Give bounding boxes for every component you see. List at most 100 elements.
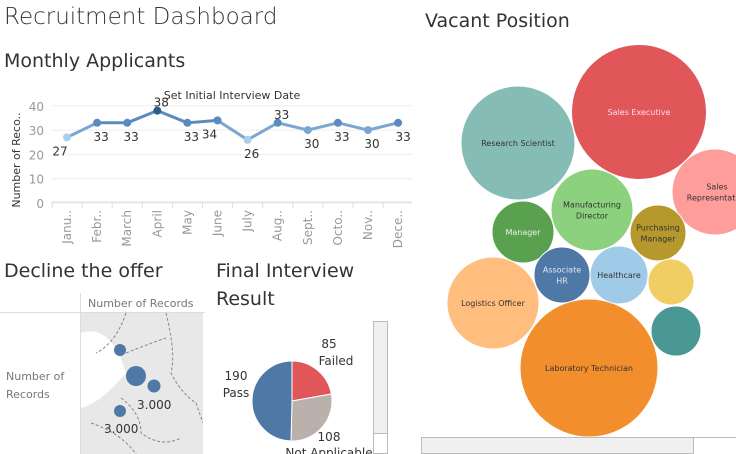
pie-slice-pass[interactable] <box>251 360 293 442</box>
bubble-label: Director <box>576 212 609 221</box>
x-tick-label: July <box>241 210 255 233</box>
data-point[interactable] <box>123 118 132 127</box>
final-result-pie: 85 Failed 190 Pass 108 Not Applicable <box>223 337 373 454</box>
bubble-label: Manufacturing <box>563 201 621 210</box>
bubble-label: Representative <box>687 194 736 203</box>
map-dot[interactable] <box>147 379 161 393</box>
line-segment <box>66 121 98 139</box>
bubble[interactable] <box>650 305 702 357</box>
y-tick-label: 20 <box>29 148 44 162</box>
map-header-divider <box>0 312 205 313</box>
line-segment <box>337 121 369 132</box>
data-point[interactable] <box>183 118 192 127</box>
bubble[interactable] <box>589 245 649 305</box>
map-label: 3.000 <box>104 422 138 436</box>
monthly-applicants-title: Monthly Applicants <box>4 50 186 72</box>
pie-slice-failed[interactable] <box>291 360 332 402</box>
bubble[interactable] <box>550 168 634 252</box>
bubble-label: Sales Executive <box>608 108 671 117</box>
data-point[interactable] <box>63 133 71 142</box>
line-segment <box>246 121 279 142</box>
map-dot[interactable] <box>114 344 126 356</box>
data-label: 30 <box>304 137 319 151</box>
scrollbar-thumb[interactable] <box>374 322 387 434</box>
map-row-divider <box>80 293 81 454</box>
data-label: 33 <box>274 108 289 122</box>
bottom-scroll-area[interactable] <box>421 437 694 454</box>
data-point[interactable] <box>153 106 162 115</box>
x-tick-label: Dece.. <box>391 210 405 248</box>
y-tick-label: 10 <box>29 173 44 187</box>
monthly-line-chart: Set Initial Interview Date Number of Rec… <box>10 89 412 248</box>
bubble[interactable] <box>647 258 695 306</box>
pie-slice-not-applicable[interactable] <box>290 393 333 442</box>
bubble-label: Logistics Officer <box>461 299 526 308</box>
data-label: 30 <box>364 137 379 151</box>
data-point[interactable] <box>243 135 252 144</box>
x-tick-label: Octo.. <box>331 210 345 246</box>
x-tick-label: Aug.. <box>271 210 285 241</box>
pie-label-pass-value: 190 <box>225 369 248 383</box>
data-point[interactable] <box>213 116 222 125</box>
map-dot[interactable] <box>114 405 126 417</box>
final-interview-title-2: Result <box>216 288 275 310</box>
x-tick-label: May <box>180 210 194 235</box>
map-dot[interactable] <box>126 366 146 386</box>
bubble[interactable] <box>629 204 687 262</box>
line-segment <box>307 121 339 132</box>
data-label: 34 <box>202 127 217 141</box>
bubble-label: Healthcare <box>597 271 641 280</box>
bubble-label: Sales <box>706 183 727 192</box>
data-point[interactable] <box>303 126 312 135</box>
data-point[interactable] <box>333 118 342 127</box>
data-label: 33 <box>395 130 410 144</box>
line-segment <box>187 118 218 125</box>
scrollbar[interactable] <box>373 321 388 454</box>
data-label: 27 <box>52 144 67 158</box>
pie-label-na-value: 108 <box>318 430 341 444</box>
data-point[interactable] <box>273 118 282 127</box>
pie-label-failed-value: 85 <box>321 337 336 351</box>
data-point[interactable] <box>394 118 403 127</box>
bubble[interactable] <box>446 256 540 350</box>
data-point[interactable] <box>364 126 372 135</box>
map-label: 3.000 <box>137 398 171 412</box>
bubble[interactable] <box>460 85 576 201</box>
final-interview-title: Final Interview <box>216 260 355 282</box>
data-point[interactable] <box>93 118 102 127</box>
bubble[interactable] <box>491 200 555 264</box>
bubble[interactable] <box>533 246 591 304</box>
bubble-label: Manager <box>505 228 541 237</box>
bubble-label: Associate <box>543 266 581 275</box>
dashboard-title: Recruitment Dashboard <box>4 4 278 30</box>
line-segment <box>156 109 188 125</box>
bubble[interactable] <box>571 44 707 180</box>
data-label: 33 <box>93 130 108 144</box>
x-tick-label: Sept.. <box>301 210 315 245</box>
divider <box>694 437 736 438</box>
data-label: 33 <box>124 130 139 144</box>
data-label: 33 <box>334 130 349 144</box>
line-segment <box>277 121 309 132</box>
line-segment <box>367 121 399 132</box>
bubble-label: HR <box>556 277 568 286</box>
x-tick-label: Nov.. <box>361 210 375 240</box>
bubble-label: Manager <box>640 235 676 244</box>
x-tick-label: March <box>120 210 134 247</box>
bubble-label: Laboratory Technician <box>545 364 633 373</box>
map-row-header: Number of Records <box>6 370 65 401</box>
x-tick-label: June <box>211 210 225 237</box>
bubble[interactable] <box>671 148 736 236</box>
pie-label-na: Not Applicable <box>285 446 372 454</box>
decline-map[interactable]: 3.000 3.000 <box>81 313 203 454</box>
data-label: 26 <box>244 147 259 161</box>
bubble-label: Research Scientist <box>481 139 555 148</box>
y-tick-label: 30 <box>29 124 44 138</box>
map-column-header: Number of Records <box>88 297 194 310</box>
data-label: 33 <box>184 130 199 144</box>
decline-offer-title: Decline the offer <box>4 260 163 282</box>
vacant-position-bubbles: Sales Executive Research Scientist Sales Re… <box>446 44 736 438</box>
pie-label-failed: Failed <box>319 354 354 368</box>
x-tick-label: Febr.. <box>90 210 104 243</box>
x-tick-label: Janu.. <box>60 210 74 245</box>
